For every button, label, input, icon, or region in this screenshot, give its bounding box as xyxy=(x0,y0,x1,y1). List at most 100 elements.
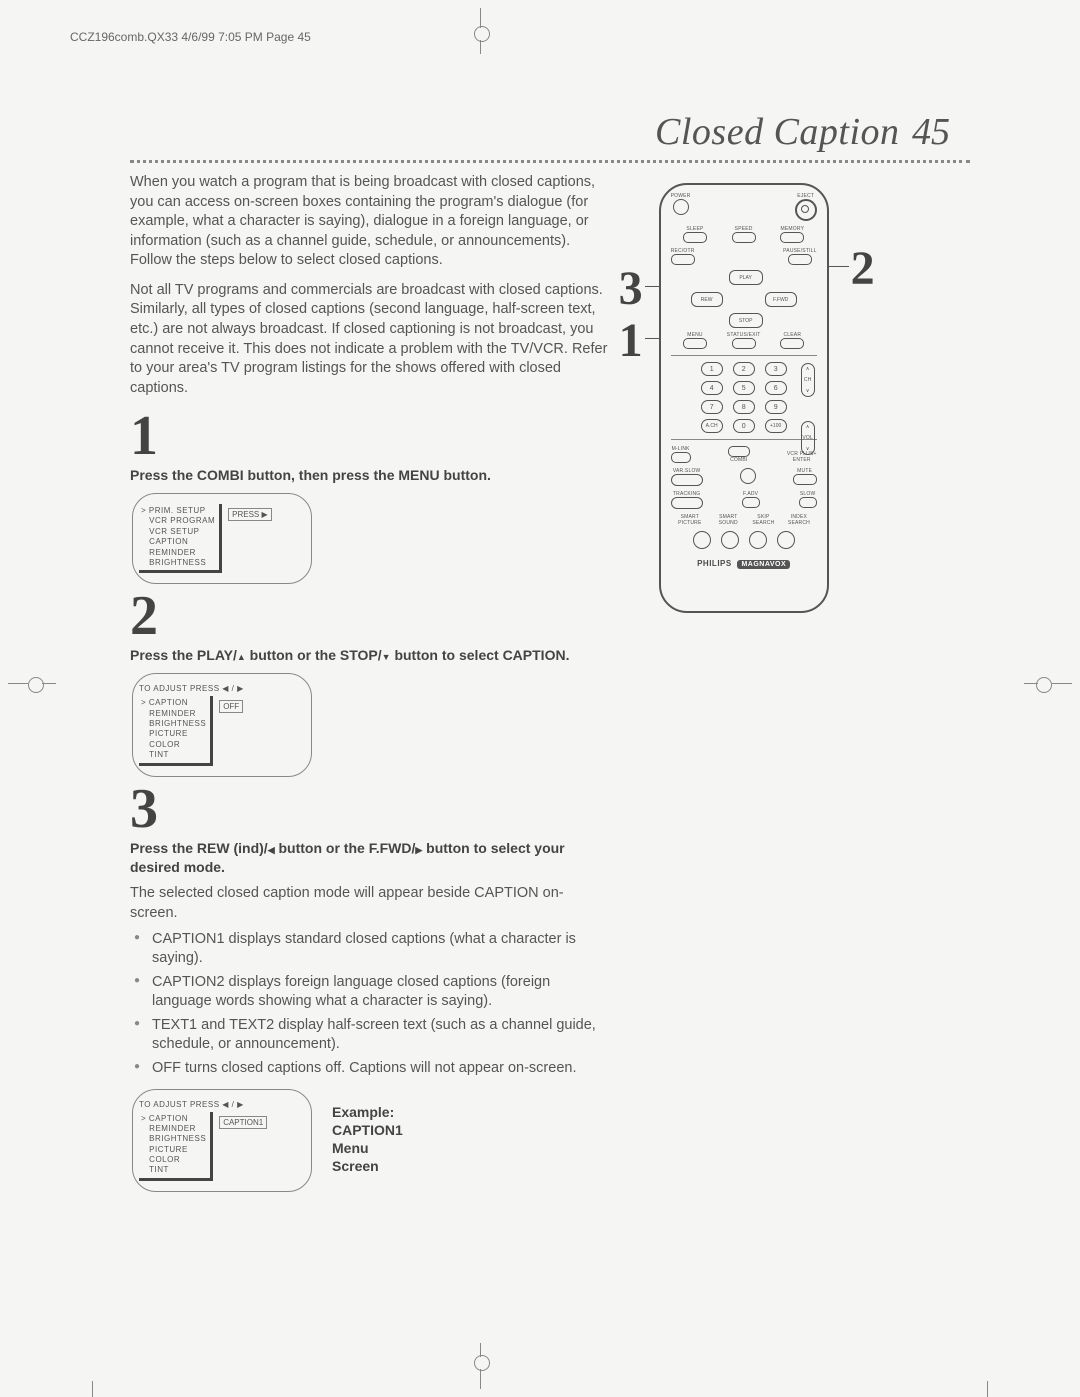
callout-number: 2 xyxy=(851,241,875,296)
remote-label: F.ADV xyxy=(742,491,760,497)
callout-number: 1 xyxy=(619,313,643,368)
step-number: 1 xyxy=(130,408,609,464)
remote-label: SLOW xyxy=(799,491,817,497)
crop-mark xyxy=(28,677,44,693)
num-button[interactable]: 9 xyxy=(765,400,787,414)
num-button[interactable]: 5 xyxy=(733,381,755,395)
mlink-button[interactable] xyxy=(671,452,691,463)
menu-header: TO ADJUST PRESS ◀ / ▶ xyxy=(139,1100,301,1109)
remote-label: SLEEP xyxy=(671,226,720,232)
combi-button[interactable] xyxy=(728,446,750,457)
crop-mark xyxy=(1036,677,1052,693)
ffwd-button[interactable]: F.FWD xyxy=(765,292,797,307)
tracking-button[interactable] xyxy=(671,497,703,509)
divider xyxy=(130,160,970,163)
speed-button[interactable] xyxy=(732,232,756,243)
mute-button[interactable] xyxy=(793,474,817,485)
remote-label: VAR.SLOW xyxy=(671,468,703,474)
menu-item: COLOR xyxy=(141,1155,206,1165)
remote-label: SMART SOUND xyxy=(711,514,746,526)
skip-search-button[interactable] xyxy=(749,531,767,549)
brand-label: MAGNAVOX xyxy=(737,560,790,569)
up-icon xyxy=(237,647,246,663)
remote-label: SKIP SEARCH xyxy=(748,514,780,526)
stop-button[interactable]: STOP xyxy=(729,313,763,328)
remote-label: MEMORY xyxy=(768,226,817,232)
menu-item: CAPTION xyxy=(141,537,215,547)
remote-label: PAUSE/STILL xyxy=(783,248,817,254)
enter-button[interactable] xyxy=(740,468,756,484)
clear-button[interactable] xyxy=(780,338,804,349)
menu-tag: PRESS ▶ xyxy=(228,508,272,521)
onscreen-menu: TO ADJUST PRESS ◀ / ▶ > CAPTION REMINDER… xyxy=(132,1089,312,1192)
varslow-button[interactable] xyxy=(671,474,703,486)
remote-label: TRACKING xyxy=(671,491,703,497)
ch-rocker[interactable]: ∧CH∨ xyxy=(801,363,815,397)
remote-label: POWER xyxy=(671,193,691,199)
step-number: 2 xyxy=(130,588,609,644)
menu-item: > CAPTION xyxy=(141,698,206,708)
fadv-button[interactable] xyxy=(742,497,760,508)
play-button[interactable]: PLAY xyxy=(729,270,763,285)
doc-header: CCZ196comb.QX33 4/6/99 7:05 PM Page 45 xyxy=(70,30,1010,44)
num-button[interactable]: 7 xyxy=(701,400,723,414)
remote-label: SMART PICTURE xyxy=(671,514,709,526)
remote-control: POWER EJECT SLEEP SPEED xyxy=(659,183,829,613)
num-button[interactable]: 4 xyxy=(701,381,723,395)
status-button[interactable] xyxy=(732,338,756,349)
example-label: Example: CAPTION1 Menu Screen xyxy=(332,1103,403,1176)
num-button[interactable]: 1 xyxy=(701,362,723,376)
list-item: TEXT1 and TEXT2 display half-screen text… xyxy=(130,1016,609,1055)
smart-picture-button[interactable] xyxy=(693,531,711,549)
list-item: OFF turns closed captions off. Captions … xyxy=(130,1059,609,1079)
right-column: 3 2 1 POWER xyxy=(639,173,970,1196)
step-body: The selected closed caption mode will ap… xyxy=(130,884,609,923)
onscreen-menu: > PRIM. SETUP VCR PROGRAM VCR SETUP CAPT… xyxy=(132,493,312,584)
menu-button[interactable] xyxy=(683,338,707,349)
callout-number: 3 xyxy=(619,261,643,316)
pause-button[interactable] xyxy=(788,254,812,265)
menu-item: TINT xyxy=(141,750,206,760)
num-button[interactable]: 3 xyxy=(765,362,787,376)
ach-button[interactable]: A.CH xyxy=(701,419,723,433)
menu-item: BRIGHTNESS xyxy=(141,719,206,729)
sleep-button[interactable] xyxy=(683,232,707,243)
slow-button[interactable] xyxy=(799,497,817,508)
step-instruction: Press the COMBI button, then press the M… xyxy=(130,466,609,485)
num-button[interactable]: 6 xyxy=(765,381,787,395)
down-icon xyxy=(382,647,391,663)
menu-item: VCR SETUP xyxy=(141,527,215,537)
smart-sound-button[interactable] xyxy=(721,531,739,549)
step-instruction: Press the PLAY/ button or the STOP/ butt… xyxy=(130,646,609,665)
list-item: CAPTION1 displays standard closed captio… xyxy=(130,930,609,969)
eject-button[interactable] xyxy=(795,199,817,221)
menu-item: > CAPTION xyxy=(141,1114,206,1124)
crop-mark xyxy=(480,1343,481,1357)
remote-label: COMBI xyxy=(728,457,750,463)
crop-mark xyxy=(42,683,56,684)
menu-item: COLOR xyxy=(141,740,206,750)
vol-rocker[interactable]: ∧VOL∨ xyxy=(801,421,815,455)
num-button[interactable]: 0 xyxy=(733,419,755,433)
page-title: Closed Caption xyxy=(655,111,900,153)
remote-label: ENTER xyxy=(787,457,817,463)
plus100-button[interactable]: +100 xyxy=(765,419,787,433)
rec-button[interactable] xyxy=(671,254,695,265)
crop-mark xyxy=(8,683,28,684)
crop-mark xyxy=(480,1369,481,1389)
menu-item: REMINDER xyxy=(141,1124,206,1134)
title-row: Closed Caption 45 xyxy=(130,110,950,154)
remote-label: MENU xyxy=(671,332,720,338)
intro-paragraph: When you watch a program that is being b… xyxy=(130,173,609,271)
memory-button[interactable] xyxy=(780,232,804,243)
num-button[interactable]: 8 xyxy=(733,400,755,414)
num-button[interactable]: 2 xyxy=(733,362,755,376)
brand-label: PHILIPS xyxy=(697,559,732,568)
index-search-button[interactable] xyxy=(777,531,795,549)
rew-button[interactable]: REW xyxy=(691,292,723,307)
power-button[interactable] xyxy=(673,199,689,215)
remote-label: M-LINK xyxy=(671,446,691,452)
menu-item: REMINDER xyxy=(141,709,206,719)
crop-mark xyxy=(1024,683,1038,684)
remote-label: SPEED xyxy=(719,226,768,232)
